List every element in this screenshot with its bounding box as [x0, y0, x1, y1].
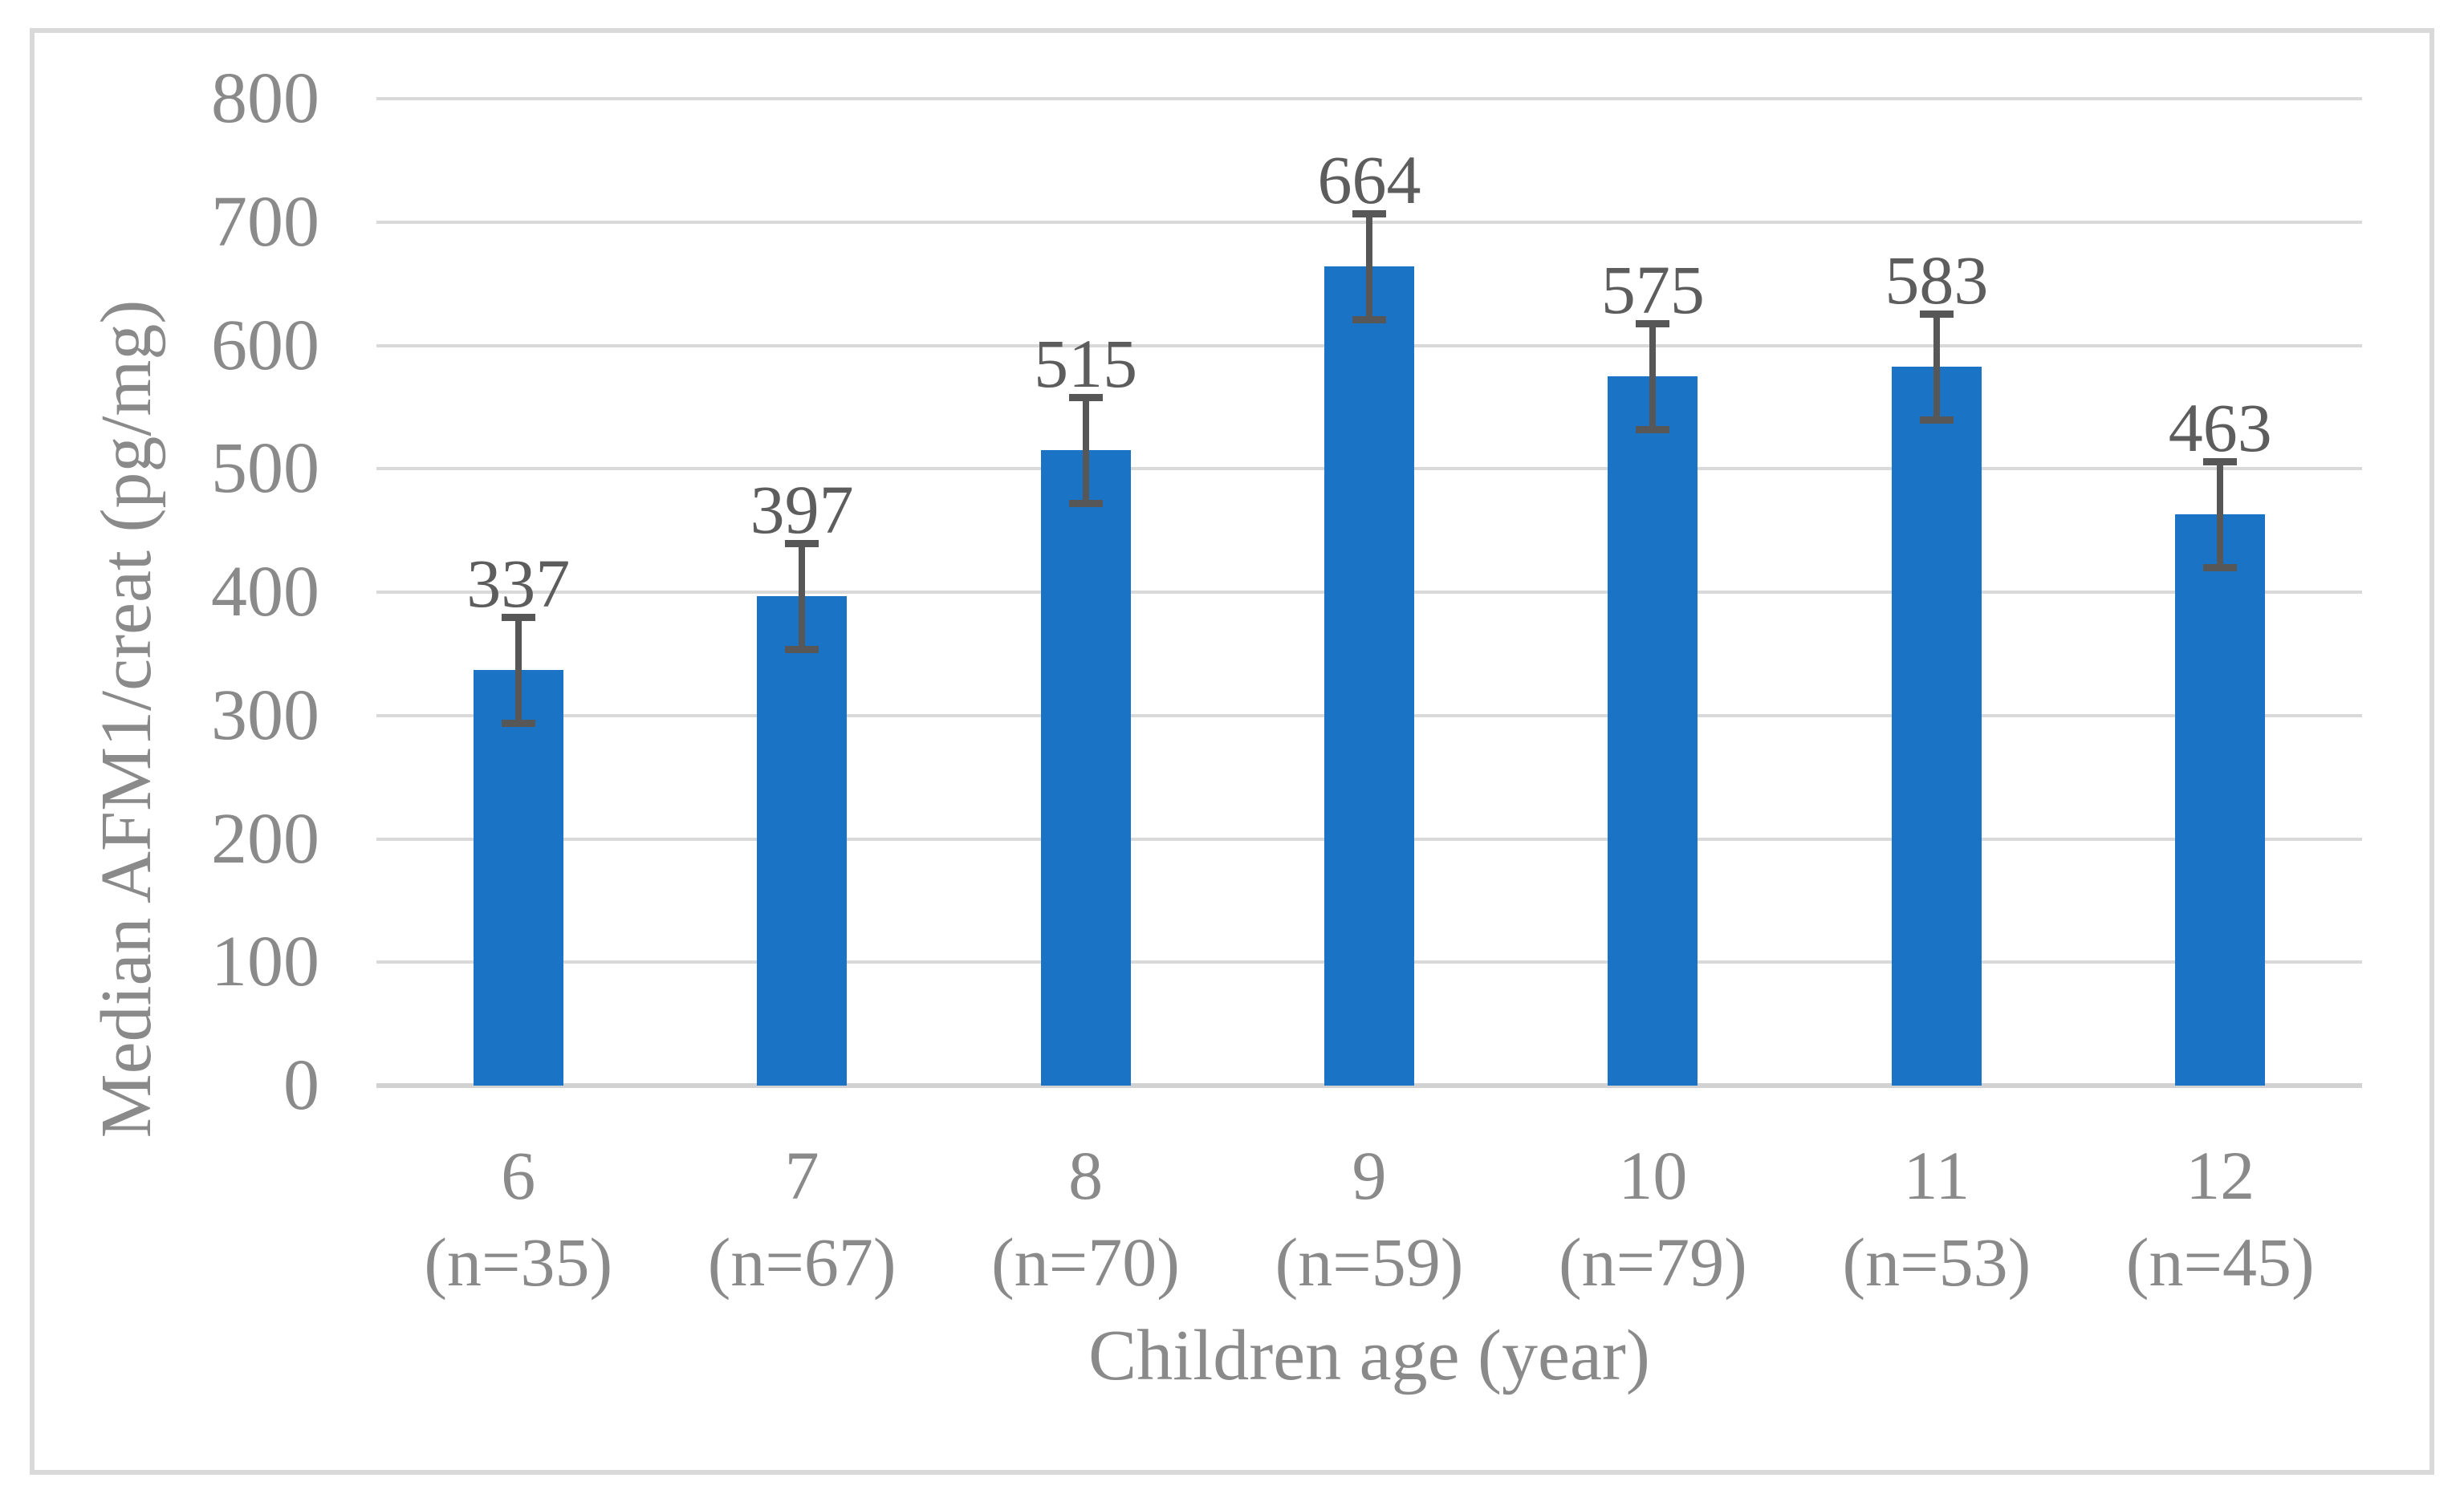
- error-bar-cap-bottom: [1636, 426, 1670, 434]
- category-n-label: (n=59): [1275, 1224, 1464, 1301]
- y-tick-label-300: 300: [211, 675, 319, 755]
- error-bar-line: [1933, 313, 1940, 420]
- x-axis-title: Children age (year): [1088, 1316, 1650, 1395]
- error-bar-cap-bottom: [785, 645, 819, 653]
- error-bar-cap-top: [1636, 319, 1670, 327]
- bar-age-11: [1891, 366, 1982, 1086]
- category-n-label: (n=70): [991, 1224, 1180, 1301]
- x-category-label: 12 (n=45): [2078, 1134, 2362, 1307]
- error-bar-line: [514, 616, 522, 723]
- y-tick-label-700: 700: [211, 181, 319, 262]
- y-tick-label-100: 100: [211, 922, 319, 1002]
- y-tick-label-0: 0: [283, 1045, 319, 1125]
- x-category-label: 8 (n=70): [944, 1134, 1228, 1307]
- y-tick-label-800: 800: [211, 59, 319, 138]
- error-bar-cap-bottom: [1352, 316, 1386, 324]
- bar-value-label: 664: [1317, 140, 1421, 218]
- bar-value-label: 463: [2168, 389, 2272, 467]
- error-bar-cap-top: [1068, 394, 1103, 402]
- bar-age-7: [757, 595, 848, 1086]
- error-bar-line: [799, 542, 806, 649]
- error-bar-cap-bottom: [1068, 500, 1103, 508]
- category-age-label: 10: [1618, 1137, 1688, 1214]
- category-n-label: (n=67): [707, 1224, 897, 1301]
- category-n-label: (n=79): [1559, 1224, 1747, 1301]
- x-category-label: 9 (n=59): [1227, 1134, 1511, 1307]
- category-n-label: (n=45): [2125, 1224, 2315, 1301]
- category-n-label: (n=35): [424, 1224, 613, 1301]
- bar-age-9: [1324, 266, 1414, 1086]
- error-bar-line: [1649, 323, 1657, 430]
- error-bar-line: [2217, 461, 2224, 568]
- x-category-label: 6 (n=35): [376, 1134, 661, 1307]
- bar-value-label: 337: [466, 544, 571, 622]
- y-tick-label-200: 200: [211, 798, 319, 879]
- error-bar-cap-top: [2203, 458, 2238, 466]
- x-category-label: 7 (n=67): [660, 1134, 944, 1307]
- category-n-label: (n=53): [1842, 1224, 2031, 1301]
- chart-plot-frame: 800 700 600 500 400 300 200 100 0 337 6 (n=35) 397 7 (…: [30, 28, 2434, 1475]
- gridline-0: [376, 1083, 2362, 1088]
- category-age-label: 11: [1903, 1137, 1970, 1214]
- error-bar-cap-bottom: [1919, 416, 1954, 424]
- bar-age-8: [1040, 450, 1131, 1086]
- error-bar-cap-top: [1919, 310, 1954, 318]
- bar-value-label: 575: [1600, 250, 1705, 328]
- x-category-label: 10 (n=79): [1511, 1134, 1795, 1307]
- category-age-label: 8: [1068, 1137, 1104, 1214]
- bar-value-label: 397: [750, 470, 854, 548]
- error-bar-line: [1366, 213, 1372, 320]
- y-tick-label-600: 600: [211, 305, 319, 385]
- y-tick-label-500: 500: [211, 428, 319, 509]
- gridline-800: [376, 97, 2362, 100]
- y-axis-title: Median AFM1/creat (pg/mg): [87, 299, 166, 1139]
- error-bar-cap-top: [501, 613, 535, 621]
- x-category-label: 11 (n=53): [1795, 1134, 2079, 1307]
- bar-age-12: [2175, 514, 2266, 1086]
- category-age-label: 6: [501, 1137, 536, 1214]
- bar-value-label: 515: [1034, 325, 1138, 403]
- y-tick-label-400: 400: [211, 552, 319, 631]
- bar-value-label: 583: [1885, 241, 1989, 319]
- error-bar-cap-top: [785, 539, 819, 547]
- error-bar-cap-bottom: [501, 719, 535, 727]
- error-bar-cap-bottom: [2203, 564, 2238, 572]
- category-age-label: 12: [2185, 1137, 2255, 1214]
- error-bar-line: [1082, 397, 1089, 504]
- category-age-label: 9: [1352, 1137, 1387, 1214]
- bar-age-6: [473, 669, 563, 1086]
- bar-age-10: [1608, 376, 1698, 1086]
- error-bar-cap-top: [1352, 209, 1386, 217]
- category-age-label: 7: [784, 1137, 819, 1214]
